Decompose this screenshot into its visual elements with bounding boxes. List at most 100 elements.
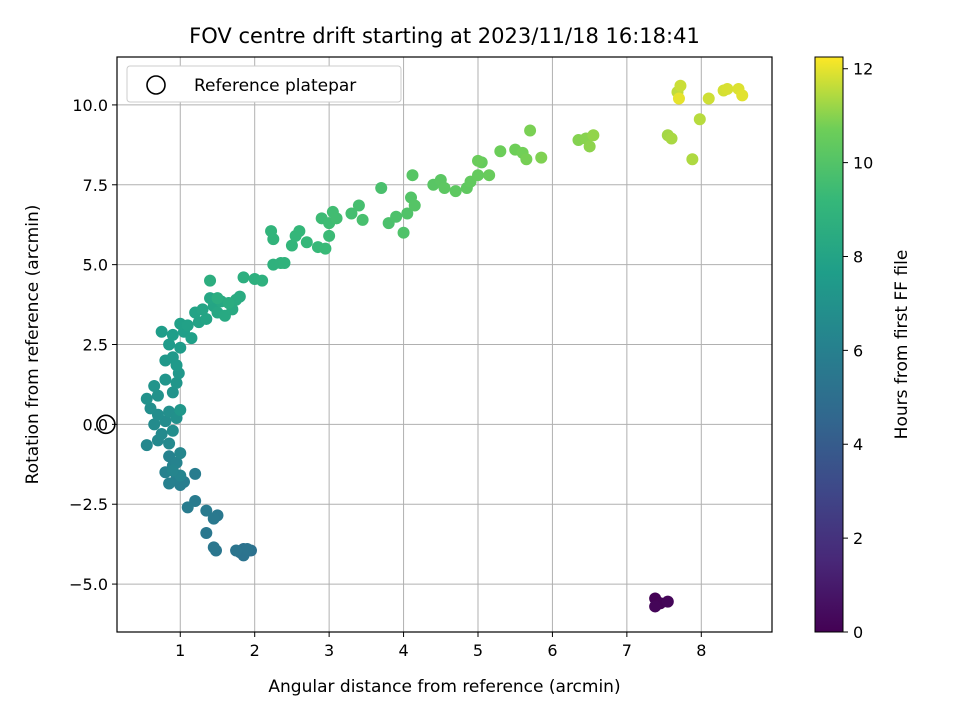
data-point	[155, 325, 168, 338]
x-tick-label: 7	[622, 641, 632, 660]
data-point	[408, 199, 421, 212]
x-tick-label: 1	[175, 641, 185, 660]
legend-entry-reference: Reference platepar	[194, 76, 356, 96]
data-point	[200, 526, 213, 539]
y-tick-label: 10.0	[72, 96, 108, 115]
data-point	[237, 271, 250, 284]
y-tick-label: 5.0	[83, 256, 108, 275]
data-point	[185, 332, 198, 345]
data-point	[211, 292, 224, 305]
data-point	[155, 427, 168, 440]
scatter-points	[140, 79, 749, 613]
y-axis-label: Rotation from reference (arcmin)	[23, 205, 43, 485]
data-point	[166, 386, 179, 399]
data-point	[207, 541, 220, 554]
data-point	[174, 341, 187, 354]
data-point	[163, 477, 176, 490]
legend-box	[126, 65, 402, 103]
colorbar-tick-label: 6	[853, 341, 863, 360]
data-point	[293, 225, 306, 238]
data-point	[166, 424, 179, 437]
data-point	[207, 512, 220, 525]
data-point	[345, 207, 358, 220]
data-point	[300, 236, 313, 249]
data-point	[449, 185, 462, 198]
data-point	[736, 89, 749, 102]
data-point	[352, 199, 365, 212]
data-point	[535, 151, 548, 164]
y-axis-ticks: −5.0 −2.5 0.0 2.5 5.0 7.5 10.0	[69, 96, 117, 594]
colorbar: 0 2 4 6 8 10 12 Hours from first FF file	[814, 56, 912, 642]
colorbar-ticks: 0 2 4 6 8 10 12	[843, 60, 873, 642]
colorbar-tick-label: 2	[853, 529, 863, 548]
colorbar-label: Hours from first FF file	[892, 250, 912, 440]
data-point	[159, 373, 172, 386]
data-point	[140, 392, 153, 405]
data-point	[520, 153, 533, 166]
data-point	[471, 154, 484, 167]
y-tick-label: −5.0	[69, 575, 108, 594]
data-point	[693, 113, 706, 126]
data-point	[672, 92, 685, 105]
data-point	[401, 207, 414, 220]
legend-marker-icon	[146, 75, 166, 95]
data-point	[230, 544, 243, 557]
colorbar-tick-label: 10	[853, 154, 873, 173]
data-point	[140, 439, 153, 452]
data-point	[256, 274, 269, 287]
data-point	[233, 290, 246, 303]
data-point	[148, 418, 161, 431]
x-tick-label: 8	[696, 641, 706, 660]
data-point	[200, 312, 213, 325]
colorbar-gradient	[814, 56, 844, 633]
data-point	[397, 226, 410, 239]
data-point	[471, 169, 484, 182]
data-point	[163, 437, 176, 450]
data-point	[222, 296, 235, 309]
data-point	[204, 274, 217, 287]
x-tick-label: 4	[398, 641, 408, 660]
data-point	[583, 140, 596, 153]
y-tick-label: 7.5	[83, 176, 108, 195]
data-point	[170, 359, 183, 372]
data-point	[166, 328, 179, 341]
data-point	[524, 124, 537, 137]
data-point	[356, 213, 369, 226]
y-tick-label: 2.5	[83, 336, 108, 355]
x-tick-label: 3	[324, 641, 334, 660]
data-point	[330, 212, 343, 225]
data-point	[241, 542, 254, 555]
data-point	[375, 181, 388, 194]
colorbar-tick-label: 0	[853, 623, 863, 642]
colorbar-tick-label: 8	[853, 247, 863, 266]
data-point	[174, 447, 187, 460]
data-point	[661, 595, 674, 608]
data-point	[587, 129, 600, 142]
data-point	[285, 239, 298, 252]
data-point	[196, 303, 209, 316]
data-point	[163, 338, 176, 351]
data-point	[148, 380, 161, 393]
data-point	[166, 464, 179, 477]
x-tick-label: 6	[547, 641, 557, 660]
x-tick-label: 5	[473, 641, 483, 660]
data-point	[702, 92, 715, 105]
data-point	[151, 389, 164, 402]
x-axis-label: Angular distance from reference (arcmin)	[268, 677, 620, 697]
data-point	[483, 169, 496, 182]
data-point	[494, 145, 507, 158]
data-point	[665, 132, 678, 145]
legend: Reference platepar	[126, 65, 402, 103]
colorbar-tick-label: 4	[853, 435, 863, 454]
data-point	[323, 229, 336, 242]
data-point	[170, 376, 183, 389]
y-tick-label: −2.5	[69, 495, 108, 514]
data-point	[174, 403, 187, 416]
data-point	[686, 153, 699, 166]
chart-title: FOV centre drift starting at 2023/11/18 …	[189, 24, 700, 48]
data-point	[390, 210, 403, 223]
data-point	[181, 319, 194, 332]
y-tick-label: 0.0	[83, 415, 108, 434]
data-point	[181, 501, 194, 514]
